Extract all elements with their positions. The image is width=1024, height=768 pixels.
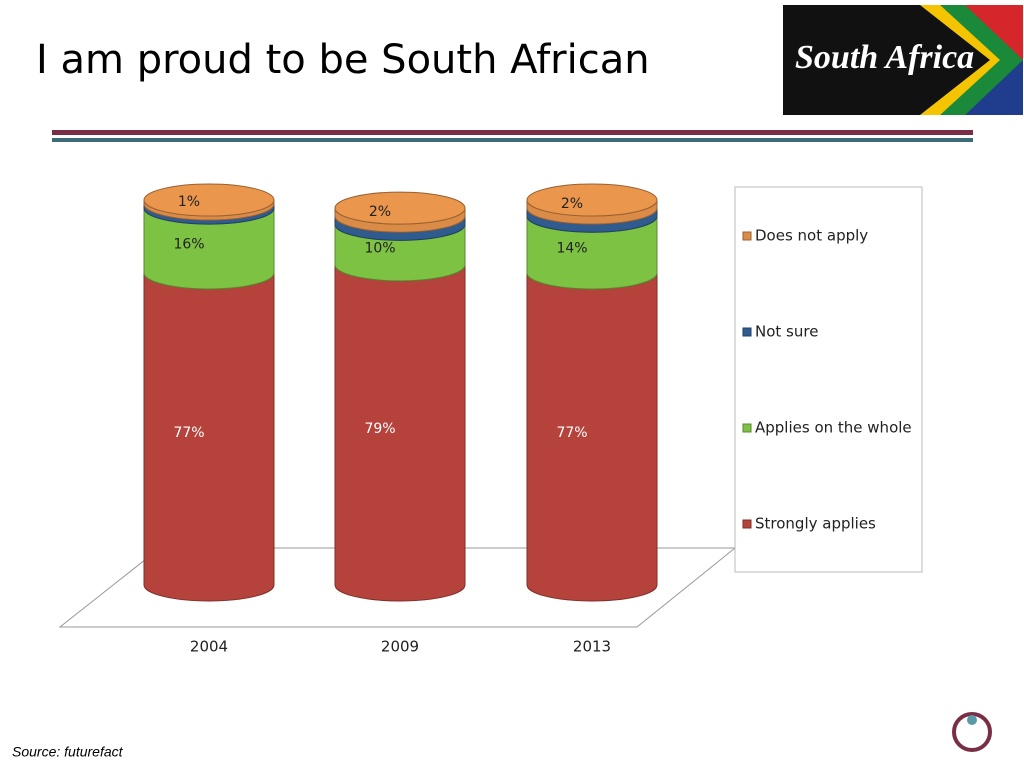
bar-cap [334, 191, 466, 225]
data-label: 77% [556, 425, 587, 441]
slide-title: I am proud to be South African [36, 37, 650, 83]
logo-stripe [965, 60, 1023, 115]
legend-label: Does not apply [755, 227, 868, 245]
data-label: 2% [369, 204, 391, 220]
bar-segment [526, 272, 658, 602]
x-tick-label: 2013 [573, 638, 611, 656]
plot: 200477%16%1%1%200979%10%2%2%201377%14%2%… [143, 183, 912, 656]
x-tick-label: 2009 [381, 638, 419, 656]
source-note: Source: futurefact [12, 744, 124, 760]
data-label: 1% [178, 194, 200, 210]
legend-swatch [742, 423, 752, 433]
bar-cap [526, 183, 658, 217]
legend-label: Strongly applies [755, 515, 876, 533]
data-label: 16% [173, 237, 204, 253]
header-rule [52, 138, 973, 142]
bar-segment [334, 264, 466, 602]
legend-label: Not sure [755, 323, 818, 341]
logo-text: South Africa [795, 39, 974, 76]
x-tick-label: 2004 [190, 638, 228, 656]
bar-segment [143, 272, 275, 602]
footer-logo-ring [952, 712, 992, 752]
legend-swatch [742, 519, 752, 529]
legend-swatch [742, 231, 752, 241]
legend-box [734, 186, 923, 573]
legend-swatch [742, 327, 752, 337]
footer-logo-dot [967, 715, 977, 725]
footer-logo [952, 712, 992, 752]
data-label: 10% [364, 241, 395, 257]
data-label: 14% [556, 241, 587, 257]
bar-cap [143, 183, 275, 217]
logo: South Africa [783, 5, 1023, 115]
logo-stripe [965, 5, 1023, 60]
data-label: 77% [173, 425, 204, 441]
legend-label: Applies on the whole [755, 419, 912, 437]
data-label: 2% [561, 196, 583, 212]
header-rule [52, 130, 973, 135]
data-label: 79% [364, 421, 395, 437]
